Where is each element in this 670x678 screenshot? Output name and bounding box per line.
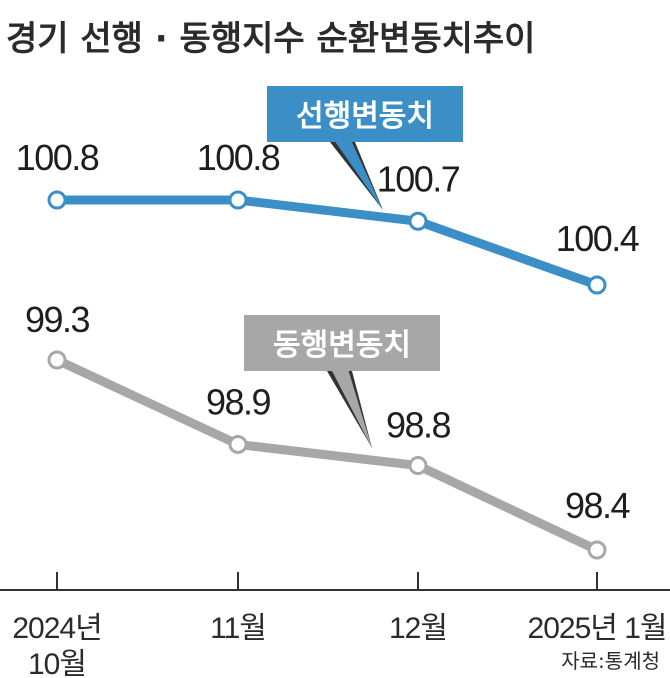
x-tick-label: 12월	[389, 612, 447, 645]
data-label: 98.9	[206, 381, 271, 422]
x-tick-label: 2024년 10월	[12, 612, 101, 678]
data-label: 100.4	[556, 218, 639, 259]
data-point	[228, 190, 248, 210]
legend-pointer-shadow	[330, 142, 383, 210]
data-point	[587, 275, 607, 295]
data-label: 99.3	[25, 299, 90, 340]
legend-box	[244, 315, 440, 371]
legend-pointer-shadow	[327, 371, 372, 448]
data-point	[587, 540, 607, 560]
legend-box	[267, 86, 463, 142]
data-point	[228, 434, 248, 454]
series-line	[52, 355, 602, 555]
data-point	[408, 211, 428, 231]
x-tick-label-line: 2025년 1월	[528, 612, 667, 645]
legend-label: 선행변동치	[296, 99, 434, 134]
x-tick-label: 11월	[210, 612, 266, 645]
x-tick-label-line: 12월	[389, 612, 447, 645]
legend-label: 동행변동치	[273, 328, 411, 363]
data-label: 100.8	[197, 137, 280, 178]
x-tick-label: 2025년 1월	[528, 612, 667, 645]
x-tick-label-line: 11월	[210, 612, 266, 645]
data-label: 100.8	[16, 137, 99, 178]
x-tick-label-line: 2024년	[12, 612, 101, 645]
data-point	[408, 456, 428, 476]
x-tick-label-line: 10월	[28, 648, 86, 678]
data-point	[47, 350, 67, 370]
data-point	[47, 190, 67, 210]
data-label: 98.4	[565, 485, 630, 526]
legend-pointer	[331, 369, 372, 448]
source-note: 자료:통계청	[561, 649, 660, 673]
data-label: 98.8	[386, 405, 451, 446]
plot-area: 2024년 10월 11월 12월 2025년 1월 선행변동치 100.8 100.8 100…	[0, 86, 670, 678]
series-line	[52, 195, 602, 290]
chart-title: 경기 선행 · 동행지수 순환변동치추이	[6, 19, 535, 59]
legend-pointer	[334, 140, 383, 210]
data-label: 100.7	[377, 158, 460, 199]
